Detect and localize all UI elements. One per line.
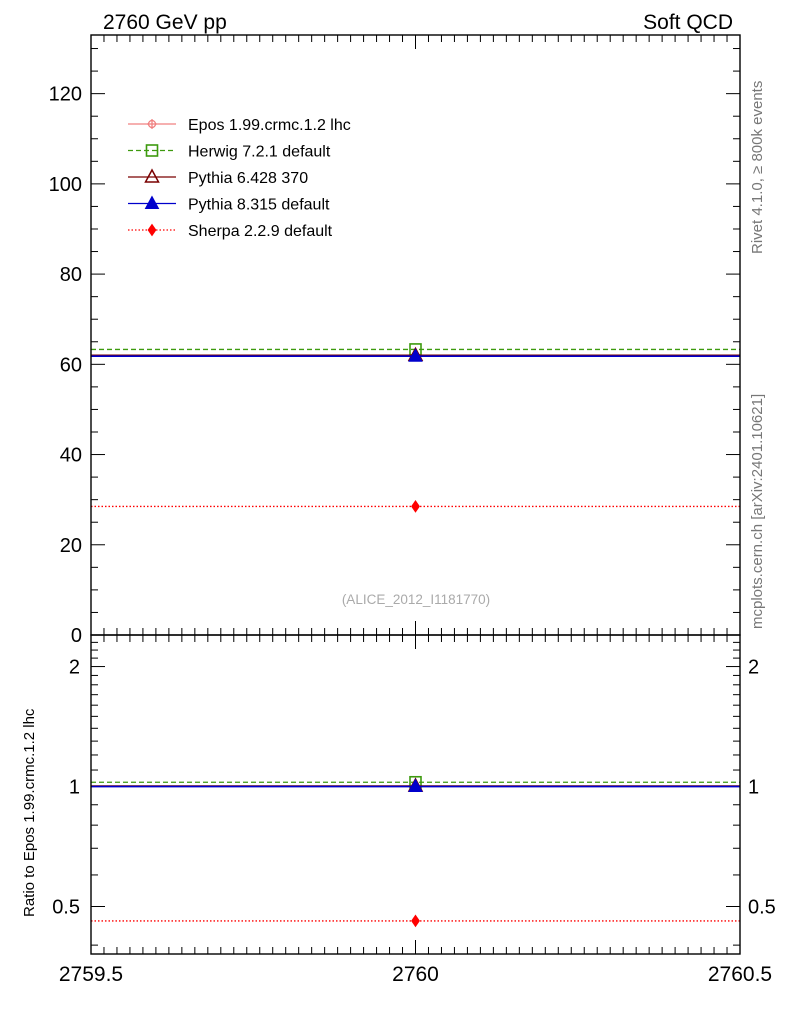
ratio-panel-frame: [90, 634, 741, 955]
data-point: [411, 914, 420, 928]
legend-label: Epos 1.99.crmc.1.2 lhc: [188, 117, 351, 134]
x-tick-label: 2760: [392, 963, 439, 986]
y-tick-label: 60: [60, 354, 82, 376]
data-point: [408, 778, 423, 793]
data-point: [408, 348, 423, 362]
mcplots-side-label: mcplots.cern.ch [arXiv:2401.10621]: [749, 394, 766, 629]
legend-label: Herwig 7.2.1 default: [188, 144, 331, 161]
ratio-y-axis-label: Ratio to Epos 1.99.crmc.1.2 lhc: [21, 708, 38, 917]
y-tick-label: 0: [71, 625, 82, 647]
legend-marker: [145, 144, 159, 157]
y-tick-label: 40: [60, 445, 82, 467]
main-panel-ticks: 0 20 40 60 80 100 120: [49, 35, 741, 647]
ratio-y-tick-label-left: 2: [69, 657, 80, 679]
data-point: [411, 500, 420, 513]
legend-label: Pythia 6.428 370: [188, 170, 308, 187]
ratio-y-tick-label-left: 0.5: [52, 896, 80, 918]
ratio-panel-ticks: 2759.5 2760 2760.5 0.5 0.5 1 1 2 2: [52, 635, 776, 986]
header-left-title: 2760 GeV pp: [103, 11, 227, 34]
legend-marker: [144, 168, 160, 183]
main-panel-series: [91, 343, 740, 513]
legend-label: Pythia 8.315 default: [188, 197, 330, 214]
y-tick-label: 120: [49, 84, 82, 106]
legend-label: Sherpa 2.2.9 default: [188, 223, 333, 240]
legend: Epos 1.99.crmc.1.2 lhc Herwig 7.2.1 defau…: [128, 117, 351, 240]
y-tick-label: 100: [49, 174, 82, 196]
ratio-y-tick-label-right: 1: [748, 777, 759, 799]
x-tick-label: 2760.5: [708, 963, 772, 986]
analysis-watermark: (ALICE_2012_I1181770): [342, 592, 490, 607]
ratio-y-tick-label-left: 1: [69, 777, 80, 799]
legend-marker: [147, 223, 157, 237]
rivet-side-label: Rivet 4.1.0, ≥ 800k events: [749, 81, 766, 254]
x-tick-label: 2759.5: [59, 963, 123, 986]
ratio-y-tick-label-right: 2: [748, 657, 759, 679]
y-tick-label: 20: [60, 535, 82, 557]
header-right-title: Soft QCD: [643, 11, 733, 34]
ratio-panel-series: [91, 775, 740, 928]
legend-marker: [144, 195, 160, 209]
y-tick-label: 80: [60, 264, 82, 286]
ratio-y-tick-label-right: 0.5: [748, 896, 776, 918]
